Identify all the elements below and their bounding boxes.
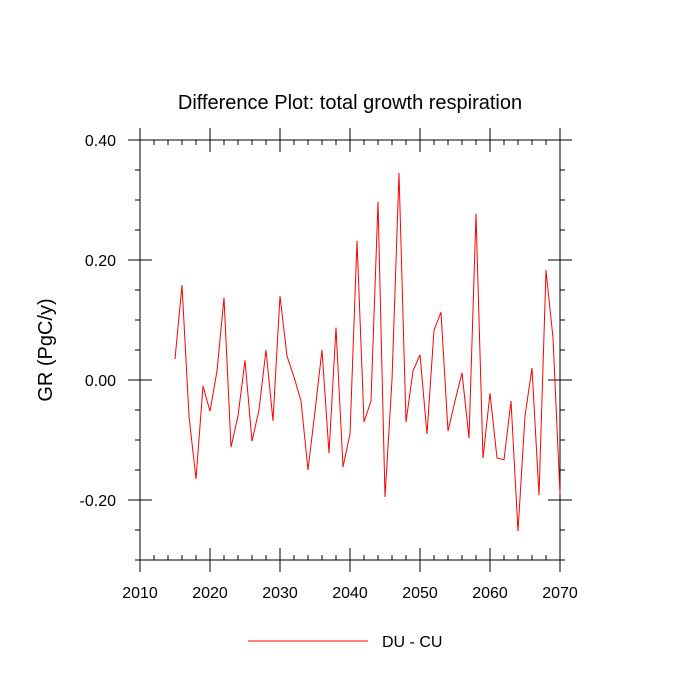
y-tick-label: -0.20 — [80, 493, 117, 510]
x-tick-label: 2070 — [542, 585, 578, 602]
chart-title: Difference Plot: total growth respiratio… — [178, 92, 522, 114]
x-tick-label: 2060 — [472, 585, 508, 602]
legend: DU - CU — [248, 634, 442, 651]
legend-label: DU - CU — [382, 634, 442, 651]
plot-frame — [139, 139, 561, 561]
x-tick-label: 2020 — [192, 585, 228, 602]
x-tick-label: 2050 — [402, 585, 438, 602]
y-tick-label: 0.20 — [85, 253, 116, 270]
x-tick-label: 2010 — [122, 585, 158, 602]
x-tick-label: 2030 — [262, 585, 298, 602]
x-tick-label: 2040 — [332, 585, 368, 602]
series-layer — [174, 172, 561, 532]
y-tick-label: 0.40 — [85, 133, 116, 150]
y-axis-label: GR (PgC/y) — [35, 298, 57, 401]
y-tick-label: 0.00 — [85, 373, 116, 390]
axis-tick-labels: 2010 2020 2030 2040 2050 2060 2070 -0.20 0.00 0.2… — [80, 133, 578, 602]
series-line — [174, 172, 561, 532]
axis-ticks — [128, 128, 572, 572]
